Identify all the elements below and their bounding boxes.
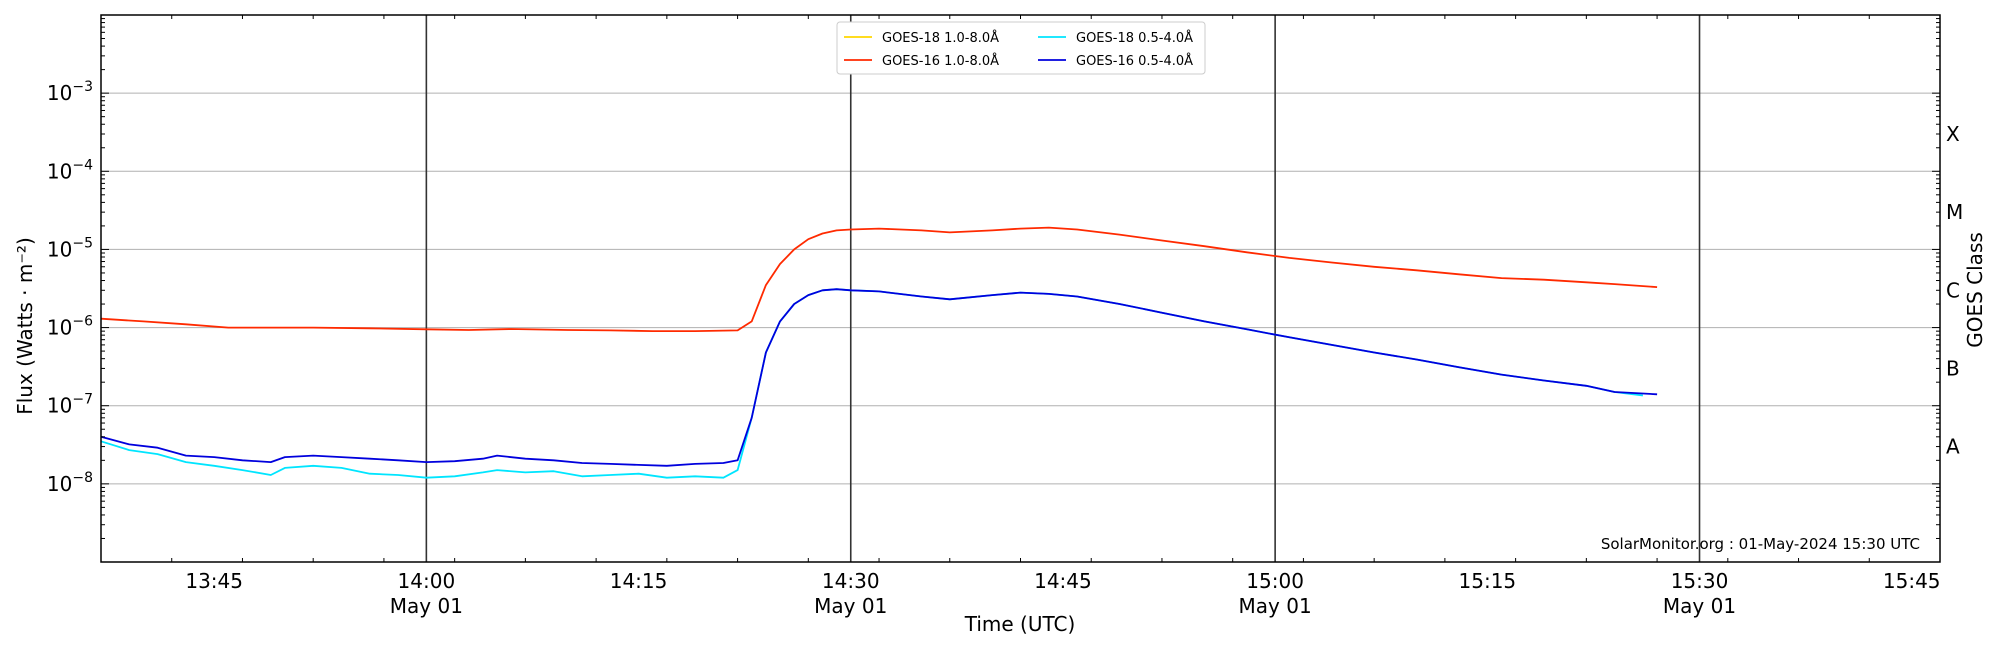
goes-class-label: X: [1946, 122, 1960, 146]
goes-class-labels: A B C M X: [1946, 122, 1963, 459]
goes-class-label: B: [1946, 356, 1960, 380]
y-tick-label: 10−4: [47, 157, 93, 183]
axis-ticks: [100, 15, 1941, 562]
legend-label: GOES-16 0.5-4.0Å: [1076, 53, 1193, 69]
y-tick-label: 10−6: [47, 314, 93, 340]
x-tick-date-label: May 01: [814, 594, 887, 618]
x-tick-label: 15:15: [1459, 569, 1517, 593]
legend-label: GOES-16 1.0-8.0Å: [882, 53, 999, 69]
y-tick-label: 10−5: [47, 235, 93, 261]
x-tick-label: 15:45: [1883, 569, 1941, 593]
right-axis-title: GOES Class: [1963, 232, 1987, 348]
y-tick-label: 10−7: [47, 392, 93, 418]
goes-class-label: M: [1946, 200, 1963, 224]
day-time-lines: [425, 15, 1701, 562]
y-axis-title: Flux (Watts · m⁻²): [13, 237, 37, 415]
credit-text: SolarMonitor.org : 01-May-2024 15:30 UTC: [1601, 535, 1920, 553]
y-tick-labels: 10−8 10−7 10−6 10−5 10−4 10−3: [47, 79, 93, 496]
x-axis-title: Time (UTC): [964, 612, 1076, 636]
x-tick-label: 14:15: [610, 569, 668, 593]
y-tick-label: 10−8: [47, 470, 93, 496]
x-tick-label: 14:45: [1034, 569, 1092, 593]
series-line: [100, 226, 1658, 333]
y-tick-label: 10−3: [47, 79, 93, 105]
x-tick-label: 14:00: [398, 569, 456, 593]
legend: GOES-18 1.0-8.0Å GOES-16 1.0-8.0Å GOES-18 …: [836, 21, 1206, 75]
y-grid-lines: [101, 92, 1940, 485]
x-tick-date-label: May 01: [1239, 594, 1312, 618]
legend-label: GOES-18 1.0-8.0Å: [882, 30, 999, 46]
x-tick-label: 15:30: [1671, 569, 1729, 593]
goes-class-label: C: [1946, 278, 1960, 302]
series-line: [100, 288, 1658, 467]
goes-class-label: A: [1946, 435, 1960, 459]
plot-frame: [100, 14, 1941, 563]
x-tick-label: 14:30: [822, 569, 880, 593]
series-lines: [100, 226, 1658, 479]
x-tick-label: 13:45: [185, 569, 243, 593]
legend-box: [836, 21, 1206, 75]
legend-label: GOES-18 0.5-4.0Å: [1076, 30, 1193, 46]
x-tick-date-label: May 01: [1663, 594, 1736, 618]
x-tick-label: 15:00: [1246, 569, 1304, 593]
series-line: [100, 288, 1644, 479]
x-tick-date-label: May 01: [390, 594, 463, 618]
